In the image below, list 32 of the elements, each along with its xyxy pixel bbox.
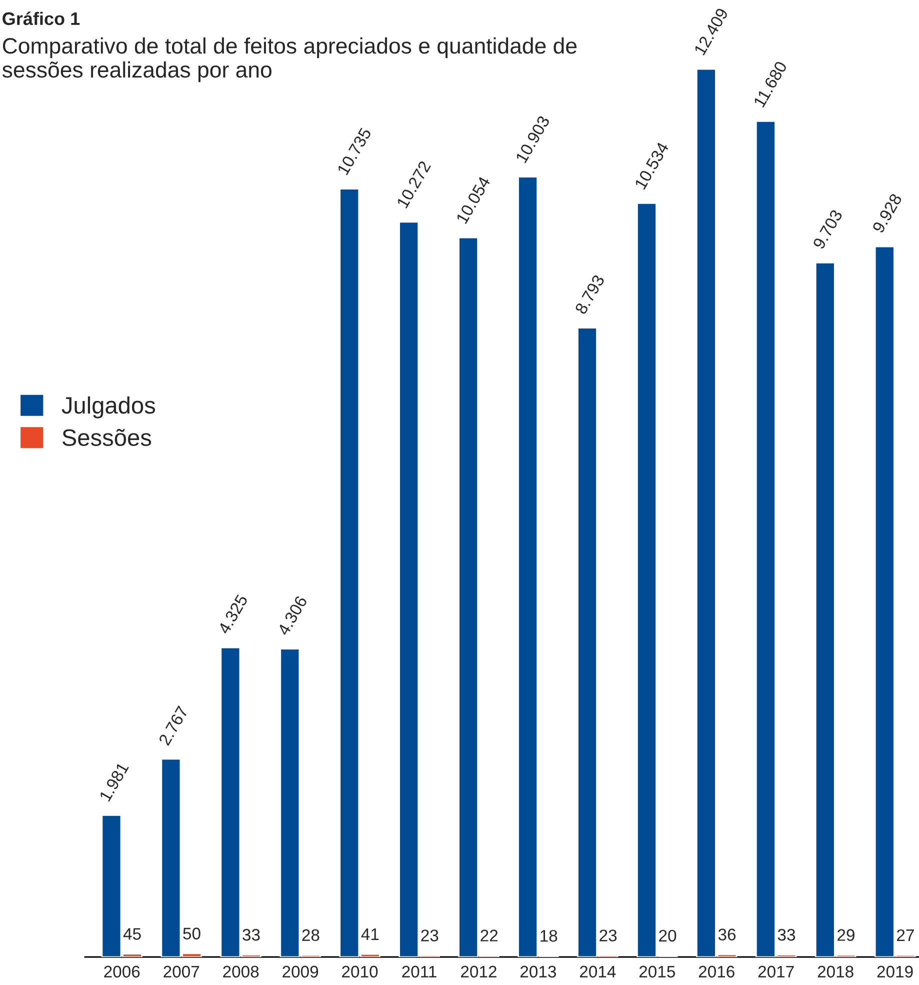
data-label: 45 <box>123 928 141 940</box>
data-label: 28 <box>302 929 320 942</box>
x-tick-label: 2018 <box>818 966 854 978</box>
x-tick-label: 2012 <box>461 966 496 978</box>
x-tick-label: 2007 <box>164 966 200 978</box>
data-label: 22 <box>480 930 498 942</box>
legend-label: Julgados <box>62 396 156 418</box>
x-tick-label: 2010 <box>342 966 378 978</box>
x-tick-label: 2009 <box>282 966 318 978</box>
x-tick-label: 2019 <box>877 966 913 978</box>
x-tick-label: 2017 <box>758 966 794 978</box>
x-tick-label: 2011 <box>402 966 436 978</box>
legend-label: Sessões <box>62 428 152 446</box>
data-label: 20 <box>659 930 676 942</box>
data-label: 18 <box>540 930 558 942</box>
data-label: 50 <box>183 928 200 940</box>
data-label: 27 <box>897 929 914 941</box>
data-label: 33 <box>242 928 260 941</box>
data-label: 41 <box>361 928 379 940</box>
chart-title: Gráfico 1 <box>2 12 80 26</box>
data-label: 29 <box>838 929 854 941</box>
x-tick-label: 2014 <box>580 966 616 978</box>
chart-subtitle: Comparativo de total de feitos apreciados e quantidade de sessões realizadas por ano <box>2 37 577 82</box>
x-tick-label: 2016 <box>698 966 734 978</box>
x-tick-label: 2015 <box>639 966 675 978</box>
data-label: 36 <box>718 928 736 940</box>
data-label: 23 <box>600 930 617 942</box>
x-tick-label: 2006 <box>104 966 140 978</box>
data-label: 33 <box>778 928 796 941</box>
x-tick-label: 2013 <box>520 966 556 978</box>
data-label: 23 <box>421 930 438 942</box>
x-tick-label: 2008 <box>223 966 259 978</box>
